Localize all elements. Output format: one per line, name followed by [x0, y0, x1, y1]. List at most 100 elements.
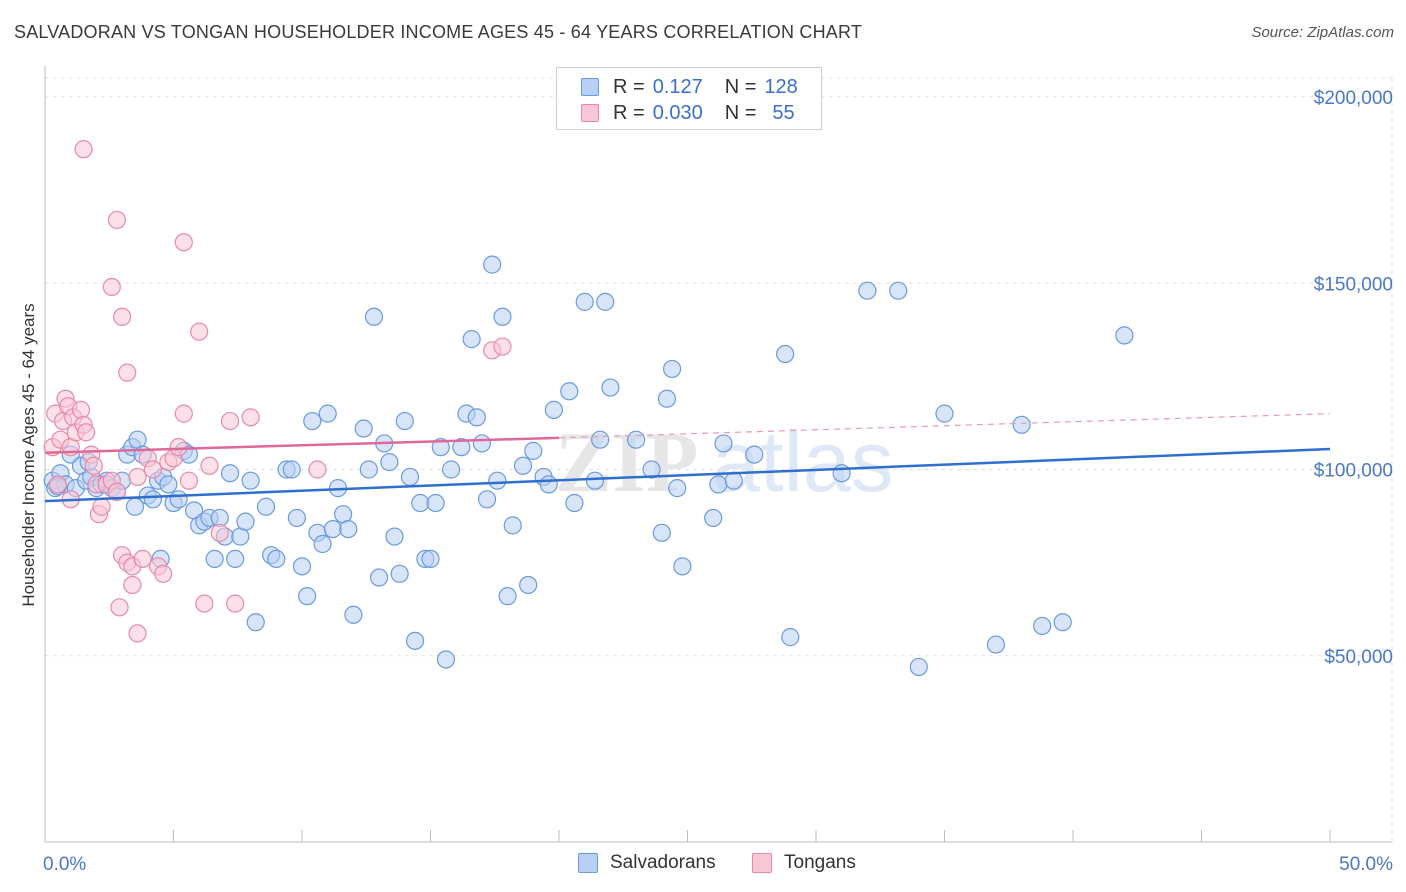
data-point-salvadorans [596, 292, 615, 311]
data-point-salvadorans [585, 471, 605, 490]
data-point-salvadorans [668, 479, 687, 498]
data-point-salvadorans [745, 445, 764, 464]
data-point-tongans [200, 456, 219, 475]
data-point-tongans [102, 277, 121, 297]
data-point-salvadorans [380, 452, 399, 472]
legend-n-label: N = [724, 101, 757, 124]
series-legend: Salvadorans Tongans [0, 852, 1406, 878]
correlation-legend: R = 0.127 N = 128 R = 0.030 N = 55 [556, 67, 822, 130]
data-point-tongans [128, 624, 147, 643]
data-point-salvadorans [493, 307, 512, 326]
data-point-salvadorans [575, 292, 594, 311]
data-point-tongans [493, 337, 512, 356]
data-point-salvadorans [467, 408, 486, 427]
data-point-salvadorans [524, 441, 543, 460]
data-point-salvadorans [889, 281, 908, 300]
data-point-salvadorans [395, 411, 414, 431]
data-point-salvadorans [986, 635, 1006, 654]
data-point-salvadorans [364, 307, 384, 326]
y-tick-label: $50,000 [1324, 647, 1393, 668]
data-point-salvadorans [385, 527, 404, 546]
y-tick-label: $200,000 [1314, 88, 1393, 109]
data-point-tongans [107, 482, 127, 501]
series-label-tongans: Tongans [784, 852, 856, 873]
data-point-salvadorans [781, 628, 800, 647]
data-point-salvadorans [370, 568, 389, 587]
trend-extension-tongans [558, 413, 1331, 439]
points-layer [43, 140, 1134, 677]
legend-n-value: 128 [764, 75, 798, 98]
legend-r-label: R = [613, 101, 645, 124]
data-point-salvadorans [125, 497, 145, 516]
data-point-salvadorans [400, 467, 420, 487]
data-point-salvadorans [909, 657, 928, 677]
series-swatch-salvadorans [578, 853, 598, 873]
data-point-salvadorans [544, 400, 563, 419]
data-point-tongans [143, 460, 163, 479]
series-legend-tongans[interactable]: Tongans [752, 852, 856, 874]
data-point-salvadorans [159, 475, 178, 494]
series-legend-salvadorans[interactable]: Salvadorans [578, 852, 716, 874]
series-label-salvadorans: Salvadorans [610, 852, 716, 873]
legend-row-salvadorans: R = 0.127 N = 128 [581, 74, 798, 100]
data-point-salvadorans [519, 575, 538, 595]
y-tick-label: $150,000 [1314, 274, 1393, 295]
data-point-salvadorans [477, 490, 497, 509]
data-point-tongans [77, 423, 96, 442]
data-point-tongans [128, 467, 147, 487]
data-point-tongans [190, 322, 209, 341]
data-point-salvadorans [1115, 326, 1134, 345]
data-point-tongans [107, 210, 127, 230]
data-point-salvadorans [431, 438, 450, 457]
data-point-salvadorans [421, 549, 440, 569]
data-point-salvadorans [452, 438, 471, 457]
data-point-salvadorans [344, 605, 363, 624]
data-point-salvadorans [359, 460, 378, 479]
data-point-salvadorans [323, 519, 342, 539]
legend-swatch-salvadorans [581, 78, 599, 96]
data-point-salvadorans [704, 508, 723, 528]
data-point-salvadorans [488, 471, 507, 490]
data-point-tongans [179, 471, 199, 490]
data-point-salvadorans [513, 456, 533, 475]
data-point-salvadorans [292, 557, 312, 576]
data-point-salvadorans [462, 330, 481, 349]
data-point-salvadorans [426, 493, 445, 513]
data-point-tongans [241, 408, 260, 427]
data-point-tongans [84, 456, 103, 475]
data-point-salvadorans [339, 519, 358, 539]
data-point-tongans [169, 438, 188, 457]
data-point-salvadorans [246, 613, 265, 632]
data-point-tongans [174, 404, 193, 423]
data-point-salvadorans [169, 490, 188, 509]
data-point-salvadorans [282, 460, 301, 479]
data-point-tongans [74, 140, 93, 159]
data-point-tongans [133, 549, 152, 569]
data-point-tongans [210, 523, 229, 542]
data-point-salvadorans [318, 404, 337, 423]
data-point-salvadorans [539, 475, 558, 494]
data-point-salvadorans [241, 471, 260, 490]
data-point-tongans [118, 363, 137, 382]
data-point-salvadorans [673, 557, 692, 576]
data-point-salvadorans [287, 508, 306, 528]
data-point-salvadorans [441, 460, 461, 479]
data-point-salvadorans [591, 430, 610, 449]
legend-r-value: 0.030 [652, 101, 703, 124]
data-point-tongans [92, 497, 111, 516]
data-point-salvadorans [724, 471, 743, 490]
data-point-salvadorans [226, 549, 245, 569]
trend-layer [44, 413, 1331, 503]
data-point-salvadorans [832, 464, 851, 483]
data-point-salvadorans [220, 464, 240, 483]
y-axis-label: Householder Income Ages 45 - 64 years [19, 303, 38, 606]
y-tick-label: $100,000 [1314, 461, 1393, 482]
data-point-salvadorans [560, 382, 579, 401]
series-swatch-tongans [752, 853, 772, 873]
data-point-tongans [123, 575, 142, 595]
data-point-salvadorans [503, 516, 522, 535]
data-point-salvadorans [236, 512, 255, 531]
legend-swatch-tongans [581, 104, 599, 122]
source-note: Source: ZipAtlas.com [1251, 24, 1394, 41]
